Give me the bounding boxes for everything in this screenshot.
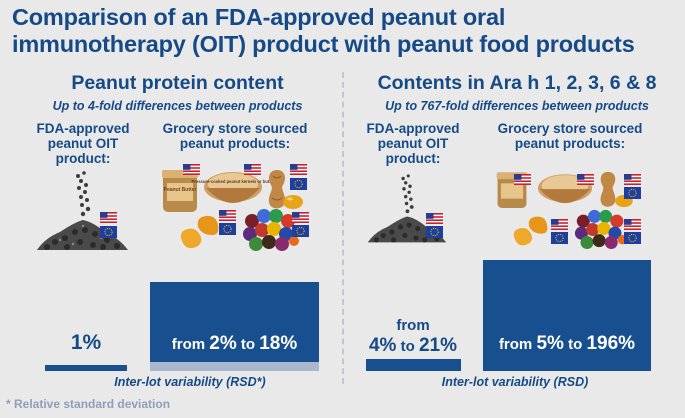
left-grocery-from: from	[171, 336, 206, 353]
eu-flag-icon	[551, 232, 568, 244]
eu-flag-icon	[290, 178, 307, 190]
left-oit-value: 1%	[70, 331, 102, 354]
right-oit-from: from	[396, 317, 430, 334]
candy-icon	[283, 195, 303, 209]
us-flag-icon	[290, 164, 307, 175]
us-flag-icon	[100, 212, 117, 223]
right-panel-subheading: Up to 767-fold differences between produ…	[385, 99, 649, 113]
panel-divider	[342, 72, 344, 384]
right-grocery-label: Grocery store sourced peanut products:	[497, 121, 643, 151]
right-grocery-value: from 5% to 196%	[483, 333, 651, 355]
powder-pile-icon	[367, 174, 447, 243]
candy-pile-icon	[243, 209, 299, 251]
eu-flag-icon	[100, 226, 117, 238]
left-panel-heading: Peanut protein content	[71, 72, 284, 94]
us-flag-icon	[244, 164, 261, 175]
candy-pile-icon	[574, 209, 628, 250]
right-oit-high: 21%	[418, 335, 457, 356]
left-grocery-to: to	[240, 336, 256, 353]
us-flag-icon	[426, 213, 443, 224]
us-flag-icon	[219, 210, 236, 221]
peanut-puffs-icon	[180, 215, 219, 249]
eu-flag-icon	[624, 232, 641, 244]
eu-flag-icon	[292, 225, 309, 237]
right-oit-low: 4%	[368, 335, 397, 356]
left-grocery-bar-base	[150, 362, 319, 371]
right-panel-heading: Contents in Ara h 1, 2, 3, 6 & 8	[377, 72, 657, 94]
peanut-icon	[268, 170, 286, 209]
right-grocery-to: to	[568, 336, 583, 353]
page-title: Comparison of an FDA-approved peanut ora…	[12, 4, 635, 57]
bowl-label-text: Pressure-cooked peanut kernels or butter	[191, 179, 274, 184]
right-grocery-from: from	[498, 336, 533, 353]
eu-flag-icon	[219, 223, 236, 235]
peanut-bowl-icon: Pressure-cooked peanut kernels or butter	[191, 172, 275, 203]
left-grocery-label: Grocery store sourced peanut products:	[162, 121, 308, 151]
us-flag-icon	[624, 219, 641, 230]
right-oit-value: from 4% to 21%	[358, 316, 468, 357]
right-panel-footer: Inter-lot variability (RSD)	[441, 375, 589, 389]
us-flag-icon	[292, 212, 309, 223]
left-grocery-value: from 2% to 18%	[150, 333, 319, 355]
left-oit-label: FDA-approved peanut OIT product:	[36, 121, 130, 166]
left-panel-footer: Inter-lot variability (RSD*)	[114, 375, 266, 389]
us-flag-icon	[514, 174, 531, 185]
us-flag-icon	[183, 164, 200, 175]
us-flag-icon	[551, 219, 568, 230]
peanut-bowl-icon	[537, 174, 593, 204]
right-oit-to: to	[400, 338, 415, 355]
powder-pile-icon	[37, 171, 128, 250]
right-grocery-bar	[483, 260, 651, 371]
peanut-butter-jar-icon: Peanut Butter	[162, 170, 198, 212]
eu-flag-icon	[624, 187, 641, 199]
right-oit-bar	[366, 359, 461, 371]
left-panel-subheading: Up to 4-fold differences between product…	[52, 99, 303, 113]
us-flag-icon	[624, 174, 641, 185]
left-oit-bar	[45, 365, 127, 371]
left-grocery-low: 2%	[209, 333, 237, 354]
peanut-icon	[600, 171, 616, 207]
left-grocery-bar	[150, 282, 319, 362]
us-flag-icon	[577, 174, 594, 185]
footnote: * Relative standard deviation	[6, 397, 171, 411]
right-grocery-high: 196%	[586, 333, 636, 354]
jar-label-text: Peanut Butter	[164, 187, 197, 193]
eu-flag-icon	[426, 226, 443, 238]
right-grocery-low: 5%	[536, 333, 564, 354]
peanut-puffs-icon	[513, 216, 548, 246]
left-grocery-high: 18%	[259, 333, 298, 354]
right-oit-label: FDA-approved peanut OIT product:	[366, 121, 460, 166]
